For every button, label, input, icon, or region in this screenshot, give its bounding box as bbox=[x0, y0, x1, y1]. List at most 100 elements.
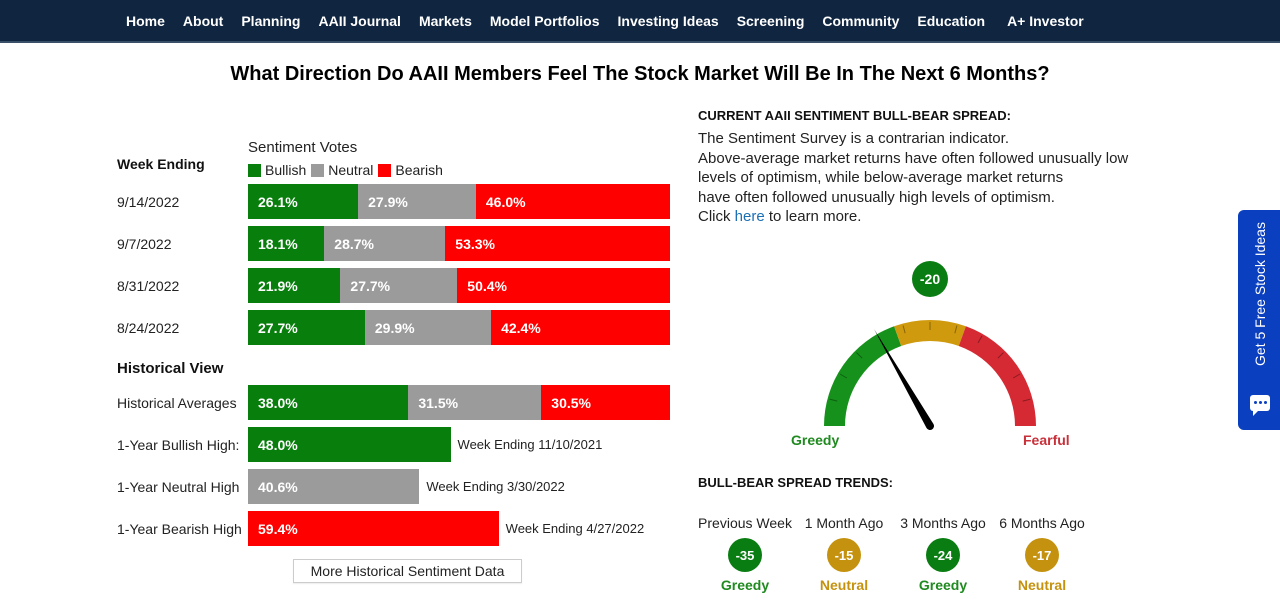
gauge-tick bbox=[829, 398, 838, 402]
trend-value-badge: -35 bbox=[728, 538, 762, 572]
nav-markets[interactable]: Markets bbox=[418, 12, 472, 29]
gauge-tick bbox=[839, 373, 848, 379]
bar-segment-bullish: 18.1% bbox=[248, 226, 325, 261]
historical-view-header: Historical View bbox=[117, 360, 224, 377]
bar-segment-bearish: 59.4% bbox=[248, 511, 499, 546]
gauge-tick bbox=[954, 325, 958, 334]
gauge-label-fearful: Fearful bbox=[1023, 432, 1070, 448]
bar-segment-bullish: 48.0% bbox=[248, 427, 451, 462]
sentiment-gauge: -20 Greedy Fearful bbox=[782, 258, 1082, 458]
row-label: Historical Averages bbox=[117, 394, 237, 411]
stacked-bar: 18.1% 28.7% 53.3% bbox=[248, 226, 670, 261]
legend-swatch-bearish bbox=[378, 163, 392, 177]
trend-value-badge: -17 bbox=[1025, 538, 1059, 572]
trend-state: Neutral bbox=[1017, 577, 1067, 593]
trend-item: 1 Month Ago -15 Neutral bbox=[794, 515, 894, 593]
one-year-high-row: 1-Year Bullish High: 48.0% Week Ending 11/… bbox=[117, 427, 677, 462]
week-date: 9/14/2022 bbox=[117, 193, 180, 210]
trend-value-badge: -15 bbox=[827, 538, 861, 572]
bar-segment-neutral: 40.6% bbox=[248, 469, 420, 504]
bar-segment-bullish: 27.7% bbox=[248, 310, 365, 345]
stacked-bar: 38.0% 31.5% 30.5% bbox=[248, 385, 670, 420]
gauge-tick bbox=[1022, 398, 1031, 402]
trend-label: Previous Week bbox=[698, 515, 792, 531]
gauge-zone-greedy bbox=[824, 326, 902, 426]
legend-label-bearish: Bearish bbox=[395, 162, 443, 178]
week-date: 8/24/2022 bbox=[117, 319, 180, 336]
nav-investing-ideas[interactable]: Investing Ideas bbox=[617, 12, 719, 29]
nav-education[interactable]: Education bbox=[917, 12, 986, 29]
nav-planning[interactable]: Planning bbox=[241, 12, 301, 29]
free-stock-ideas-label: Get 5 Free Stock Ideas bbox=[1252, 222, 1268, 366]
nav-aaii-journal[interactable]: AAII Journal bbox=[318, 12, 401, 29]
gauge-tick bbox=[1012, 373, 1021, 379]
spread-heading: CURRENT AAII SENTIMENT BULL-BEAR SPREAD: bbox=[698, 108, 1011, 123]
trend-label: 6 Months Ago bbox=[999, 515, 1085, 531]
row-label: 1-Year Bearish High bbox=[117, 520, 242, 537]
legend-swatch-bullish bbox=[248, 163, 261, 177]
trend-label: 1 Month Ago bbox=[804, 515, 884, 531]
learn-more-prefix: Click bbox=[698, 208, 735, 225]
trend-item: 3 Months Ago -24 Greedy bbox=[893, 515, 993, 593]
row-label: 1-Year Neutral High bbox=[117, 478, 240, 495]
trend-item: 6 Months Ago -17 Neutral bbox=[992, 515, 1092, 593]
legend-swatch-neutral bbox=[311, 163, 325, 177]
bar-segment-bearish: 50.4% bbox=[457, 268, 670, 303]
stacked-bar: 27.7% 29.9% 42.4% bbox=[248, 310, 670, 345]
gauge-dial bbox=[824, 320, 1036, 430]
legend-label-neutral: Neutral bbox=[328, 162, 374, 178]
bar-segment-neutral: 29.9% bbox=[364, 310, 492, 345]
gauge-tick bbox=[997, 352, 1004, 359]
nav-home[interactable]: Home bbox=[126, 12, 165, 29]
chat-bubble-icon bbox=[1250, 395, 1270, 416]
trend-state: Greedy bbox=[720, 577, 770, 593]
bar-segment-neutral: 31.5% bbox=[408, 385, 542, 420]
trend-item: Previous Week -35 Greedy bbox=[695, 515, 795, 593]
week-ending-note: Week Ending 4/27/2022 bbox=[505, 521, 645, 536]
bar-segment-neutral: 27.7% bbox=[340, 268, 458, 303]
legend-label-bullish: Bullish bbox=[265, 162, 307, 178]
row-label: 1-Year Bullish High: bbox=[117, 436, 240, 453]
week-ending-header: Week Ending bbox=[117, 156, 205, 172]
bar-segment-neutral: 27.9% bbox=[358, 184, 476, 219]
gauge-tick bbox=[856, 352, 863, 359]
top-nav: Home About Planning AAII Journal Markets… bbox=[0, 0, 1280, 43]
learn-more-line: Click here to learn more. bbox=[698, 207, 1168, 227]
gauge-needle bbox=[874, 329, 934, 430]
week-row: 8/24/2022 27.7% 29.9% 42.4% bbox=[117, 310, 677, 345]
nav-community[interactable]: Community bbox=[822, 12, 900, 29]
learn-more-suffix: to learn more. bbox=[764, 208, 862, 225]
week-ending-note: Week Ending 3/30/2022 bbox=[426, 479, 565, 494]
sentiment-votes-title: Sentiment Votes bbox=[248, 139, 358, 156]
learn-more-link[interactable]: here bbox=[734, 208, 765, 225]
stacked-bar: 26.1% 27.9% 46.0% bbox=[248, 184, 670, 219]
nav-about[interactable]: About bbox=[182, 12, 224, 29]
week-date: 8/31/2022 bbox=[117, 277, 180, 294]
gauge-zone-neutral bbox=[894, 320, 966, 347]
historical-averages-row: Historical Averages 38.0% 31.5% 30.5% bbox=[117, 385, 677, 420]
nav-a-plus-investor[interactable]: A+ Investor bbox=[1007, 12, 1084, 29]
desc-line: levels of optimism, while below-average … bbox=[698, 169, 1064, 186]
spread-description: The Sentiment Survey is a contrarian ind… bbox=[698, 129, 1168, 227]
week-row: 8/31/2022 21.9% 27.7% 50.4% bbox=[117, 268, 677, 303]
gauge-tick bbox=[902, 325, 906, 334]
trend-state: Greedy bbox=[918, 577, 968, 593]
trend-state: Neutral bbox=[819, 577, 869, 593]
bar-segment-neutral: 28.7% bbox=[324, 226, 446, 261]
bull-bear-spread-panel: CURRENT AAII SENTIMENT BULL-BEAR SPREAD:… bbox=[698, 108, 1168, 227]
nav-screening[interactable]: Screening bbox=[736, 12, 805, 29]
desc-line: The Sentiment Survey is a contrarian ind… bbox=[698, 130, 1009, 147]
nav-model-portfolios[interactable]: Model Portfolios bbox=[489, 12, 600, 29]
bar-segment-bullish: 38.0% bbox=[248, 385, 409, 420]
free-stock-ideas-tab[interactable]: Get 5 Free Stock Ideas bbox=[1238, 210, 1280, 430]
trend-value-badge: -24 bbox=[926, 538, 960, 572]
bar-segment-bearish: 30.5% bbox=[541, 385, 670, 420]
more-historical-data-button[interactable]: More Historical Sentiment Data bbox=[293, 559, 522, 583]
stacked-bar: 21.9% 27.7% 50.4% bbox=[248, 268, 670, 303]
gauge-value-badge: -20 bbox=[912, 261, 948, 297]
desc-line: Above-average market returns have often … bbox=[698, 149, 1129, 167]
bar-segment-bearish: 53.3% bbox=[445, 226, 670, 261]
week-date: 9/7/2022 bbox=[117, 235, 172, 252]
gauge-zone-fearful bbox=[958, 326, 1036, 426]
week-row: 9/14/2022 26.1% 27.9% 46.0% bbox=[117, 184, 677, 219]
